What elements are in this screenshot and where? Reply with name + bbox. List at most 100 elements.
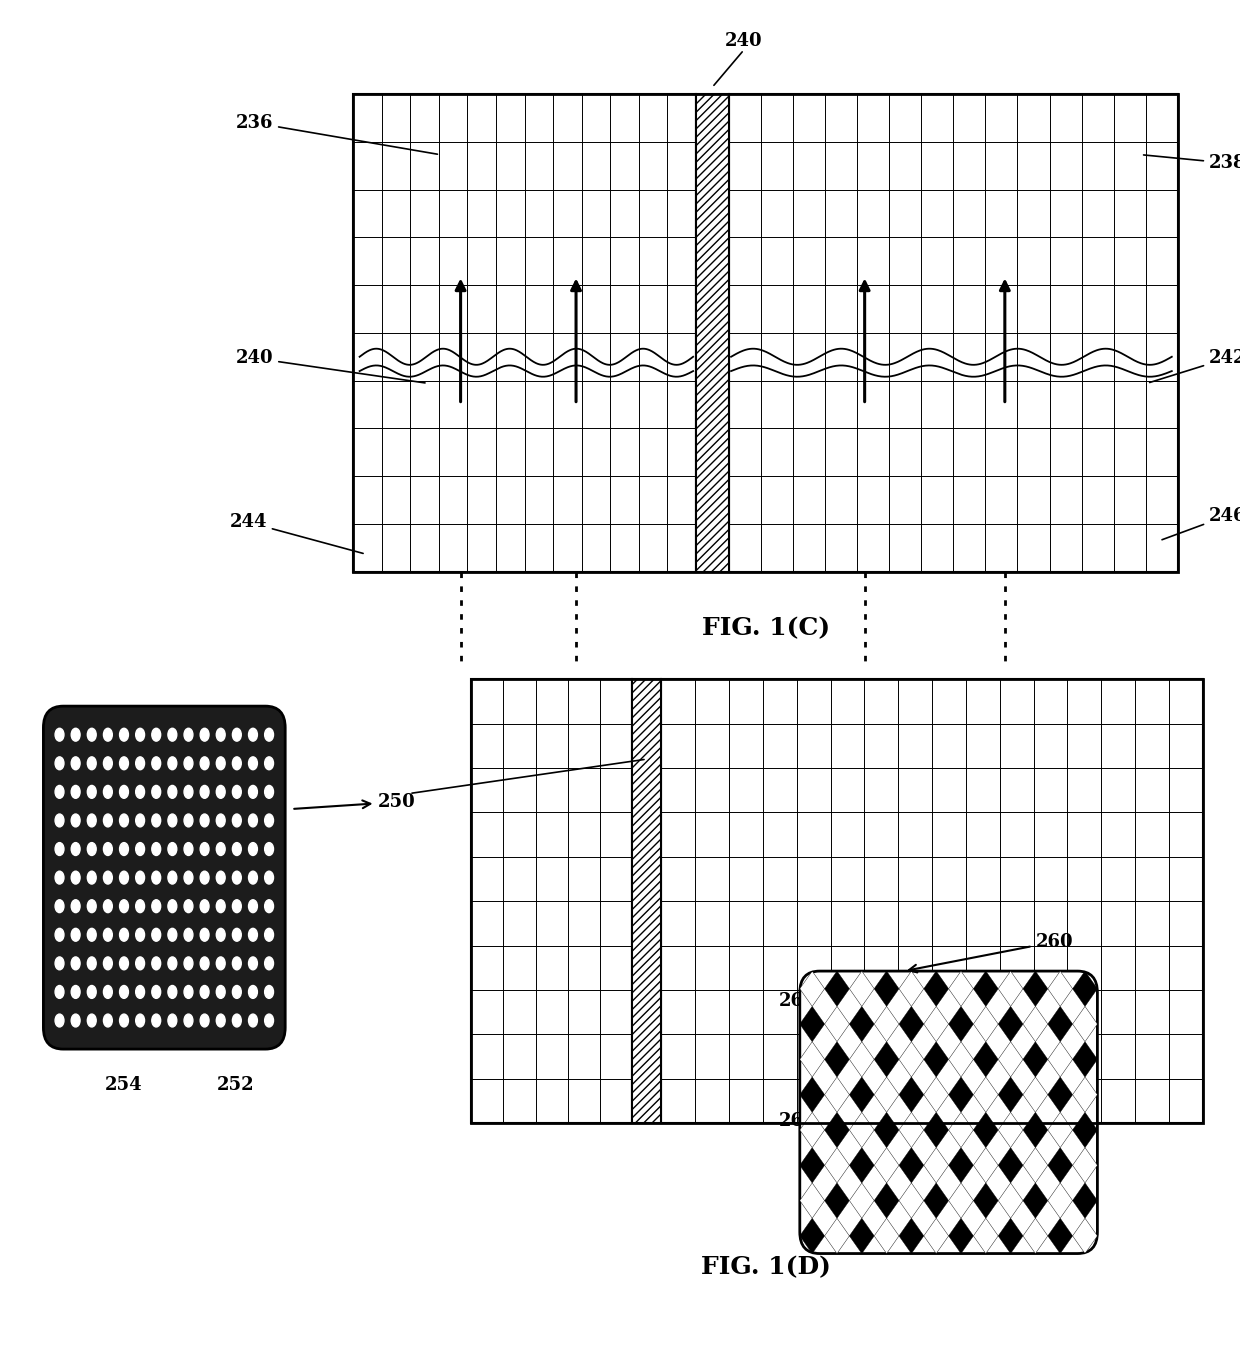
Ellipse shape xyxy=(167,814,177,827)
Polygon shape xyxy=(1073,1112,1097,1147)
Polygon shape xyxy=(849,1147,874,1184)
Bar xyxy=(353,94,696,572)
Ellipse shape xyxy=(87,928,97,942)
Polygon shape xyxy=(1023,1147,1048,1184)
Ellipse shape xyxy=(167,900,177,913)
Polygon shape xyxy=(998,1041,1023,1077)
Ellipse shape xyxy=(167,872,177,884)
Ellipse shape xyxy=(87,757,97,769)
Ellipse shape xyxy=(135,842,145,855)
Ellipse shape xyxy=(71,814,81,827)
Ellipse shape xyxy=(55,1014,64,1028)
Polygon shape xyxy=(973,1184,998,1219)
Ellipse shape xyxy=(200,842,210,855)
Ellipse shape xyxy=(200,986,210,998)
Polygon shape xyxy=(874,1077,899,1112)
Ellipse shape xyxy=(216,785,226,799)
Polygon shape xyxy=(825,1219,849,1254)
Ellipse shape xyxy=(167,842,177,855)
Polygon shape xyxy=(1023,1112,1048,1147)
Text: 254: 254 xyxy=(105,1076,143,1093)
Ellipse shape xyxy=(135,757,145,769)
Polygon shape xyxy=(973,1006,998,1041)
Polygon shape xyxy=(825,971,849,1006)
Polygon shape xyxy=(973,971,998,1006)
Ellipse shape xyxy=(119,814,129,827)
Ellipse shape xyxy=(103,757,113,769)
Ellipse shape xyxy=(71,785,81,799)
Ellipse shape xyxy=(119,956,129,970)
Ellipse shape xyxy=(200,900,210,913)
Bar xyxy=(471,679,1203,1123)
Ellipse shape xyxy=(71,900,81,913)
Ellipse shape xyxy=(248,872,258,884)
Ellipse shape xyxy=(232,928,242,942)
Ellipse shape xyxy=(200,814,210,827)
Polygon shape xyxy=(924,1041,949,1077)
Ellipse shape xyxy=(216,1014,226,1028)
Ellipse shape xyxy=(232,842,242,855)
Ellipse shape xyxy=(248,757,258,769)
Bar xyxy=(632,679,661,1123)
Polygon shape xyxy=(924,1077,949,1112)
Ellipse shape xyxy=(87,872,97,884)
Polygon shape xyxy=(800,1219,825,1254)
Polygon shape xyxy=(1048,1112,1073,1147)
Ellipse shape xyxy=(184,872,193,884)
Ellipse shape xyxy=(151,900,161,913)
Ellipse shape xyxy=(200,728,210,741)
Ellipse shape xyxy=(119,986,129,998)
Ellipse shape xyxy=(135,785,145,799)
Ellipse shape xyxy=(151,785,161,799)
Ellipse shape xyxy=(184,757,193,769)
Text: FIG. 1(D): FIG. 1(D) xyxy=(702,1255,831,1279)
Polygon shape xyxy=(998,1112,1023,1147)
Ellipse shape xyxy=(151,757,161,769)
Ellipse shape xyxy=(103,1014,113,1028)
Polygon shape xyxy=(924,1184,949,1219)
Polygon shape xyxy=(1073,1219,1097,1254)
Ellipse shape xyxy=(264,986,274,998)
Ellipse shape xyxy=(167,785,177,799)
Polygon shape xyxy=(899,1006,924,1041)
Ellipse shape xyxy=(103,728,113,741)
Polygon shape xyxy=(998,1006,1023,1041)
Polygon shape xyxy=(1073,1147,1097,1184)
Polygon shape xyxy=(1048,1077,1073,1112)
Polygon shape xyxy=(874,1147,899,1184)
Polygon shape xyxy=(849,1184,874,1219)
Ellipse shape xyxy=(232,814,242,827)
Polygon shape xyxy=(949,971,973,1006)
Polygon shape xyxy=(874,1112,899,1147)
Text: 236: 236 xyxy=(236,114,438,155)
Polygon shape xyxy=(1073,1041,1097,1077)
Text: 252: 252 xyxy=(217,1076,254,1093)
Ellipse shape xyxy=(200,956,210,970)
Ellipse shape xyxy=(184,1014,193,1028)
Polygon shape xyxy=(800,1077,825,1112)
Ellipse shape xyxy=(103,785,113,799)
Ellipse shape xyxy=(216,842,226,855)
Polygon shape xyxy=(1048,1041,1073,1077)
Polygon shape xyxy=(1073,971,1097,1006)
Ellipse shape xyxy=(55,872,64,884)
Ellipse shape xyxy=(264,872,274,884)
Ellipse shape xyxy=(103,814,113,827)
Ellipse shape xyxy=(135,956,145,970)
Ellipse shape xyxy=(103,842,113,855)
Polygon shape xyxy=(1048,971,1073,1006)
Ellipse shape xyxy=(216,757,226,769)
Ellipse shape xyxy=(264,1014,274,1028)
Polygon shape xyxy=(973,1147,998,1184)
Ellipse shape xyxy=(248,842,258,855)
Polygon shape xyxy=(800,1112,825,1147)
Polygon shape xyxy=(849,1112,874,1147)
Ellipse shape xyxy=(232,986,242,998)
Ellipse shape xyxy=(248,814,258,827)
Text: 242: 242 xyxy=(1149,350,1240,382)
Ellipse shape xyxy=(167,728,177,741)
Ellipse shape xyxy=(135,872,145,884)
Polygon shape xyxy=(1023,971,1048,1006)
Ellipse shape xyxy=(151,872,161,884)
Polygon shape xyxy=(1023,1077,1048,1112)
